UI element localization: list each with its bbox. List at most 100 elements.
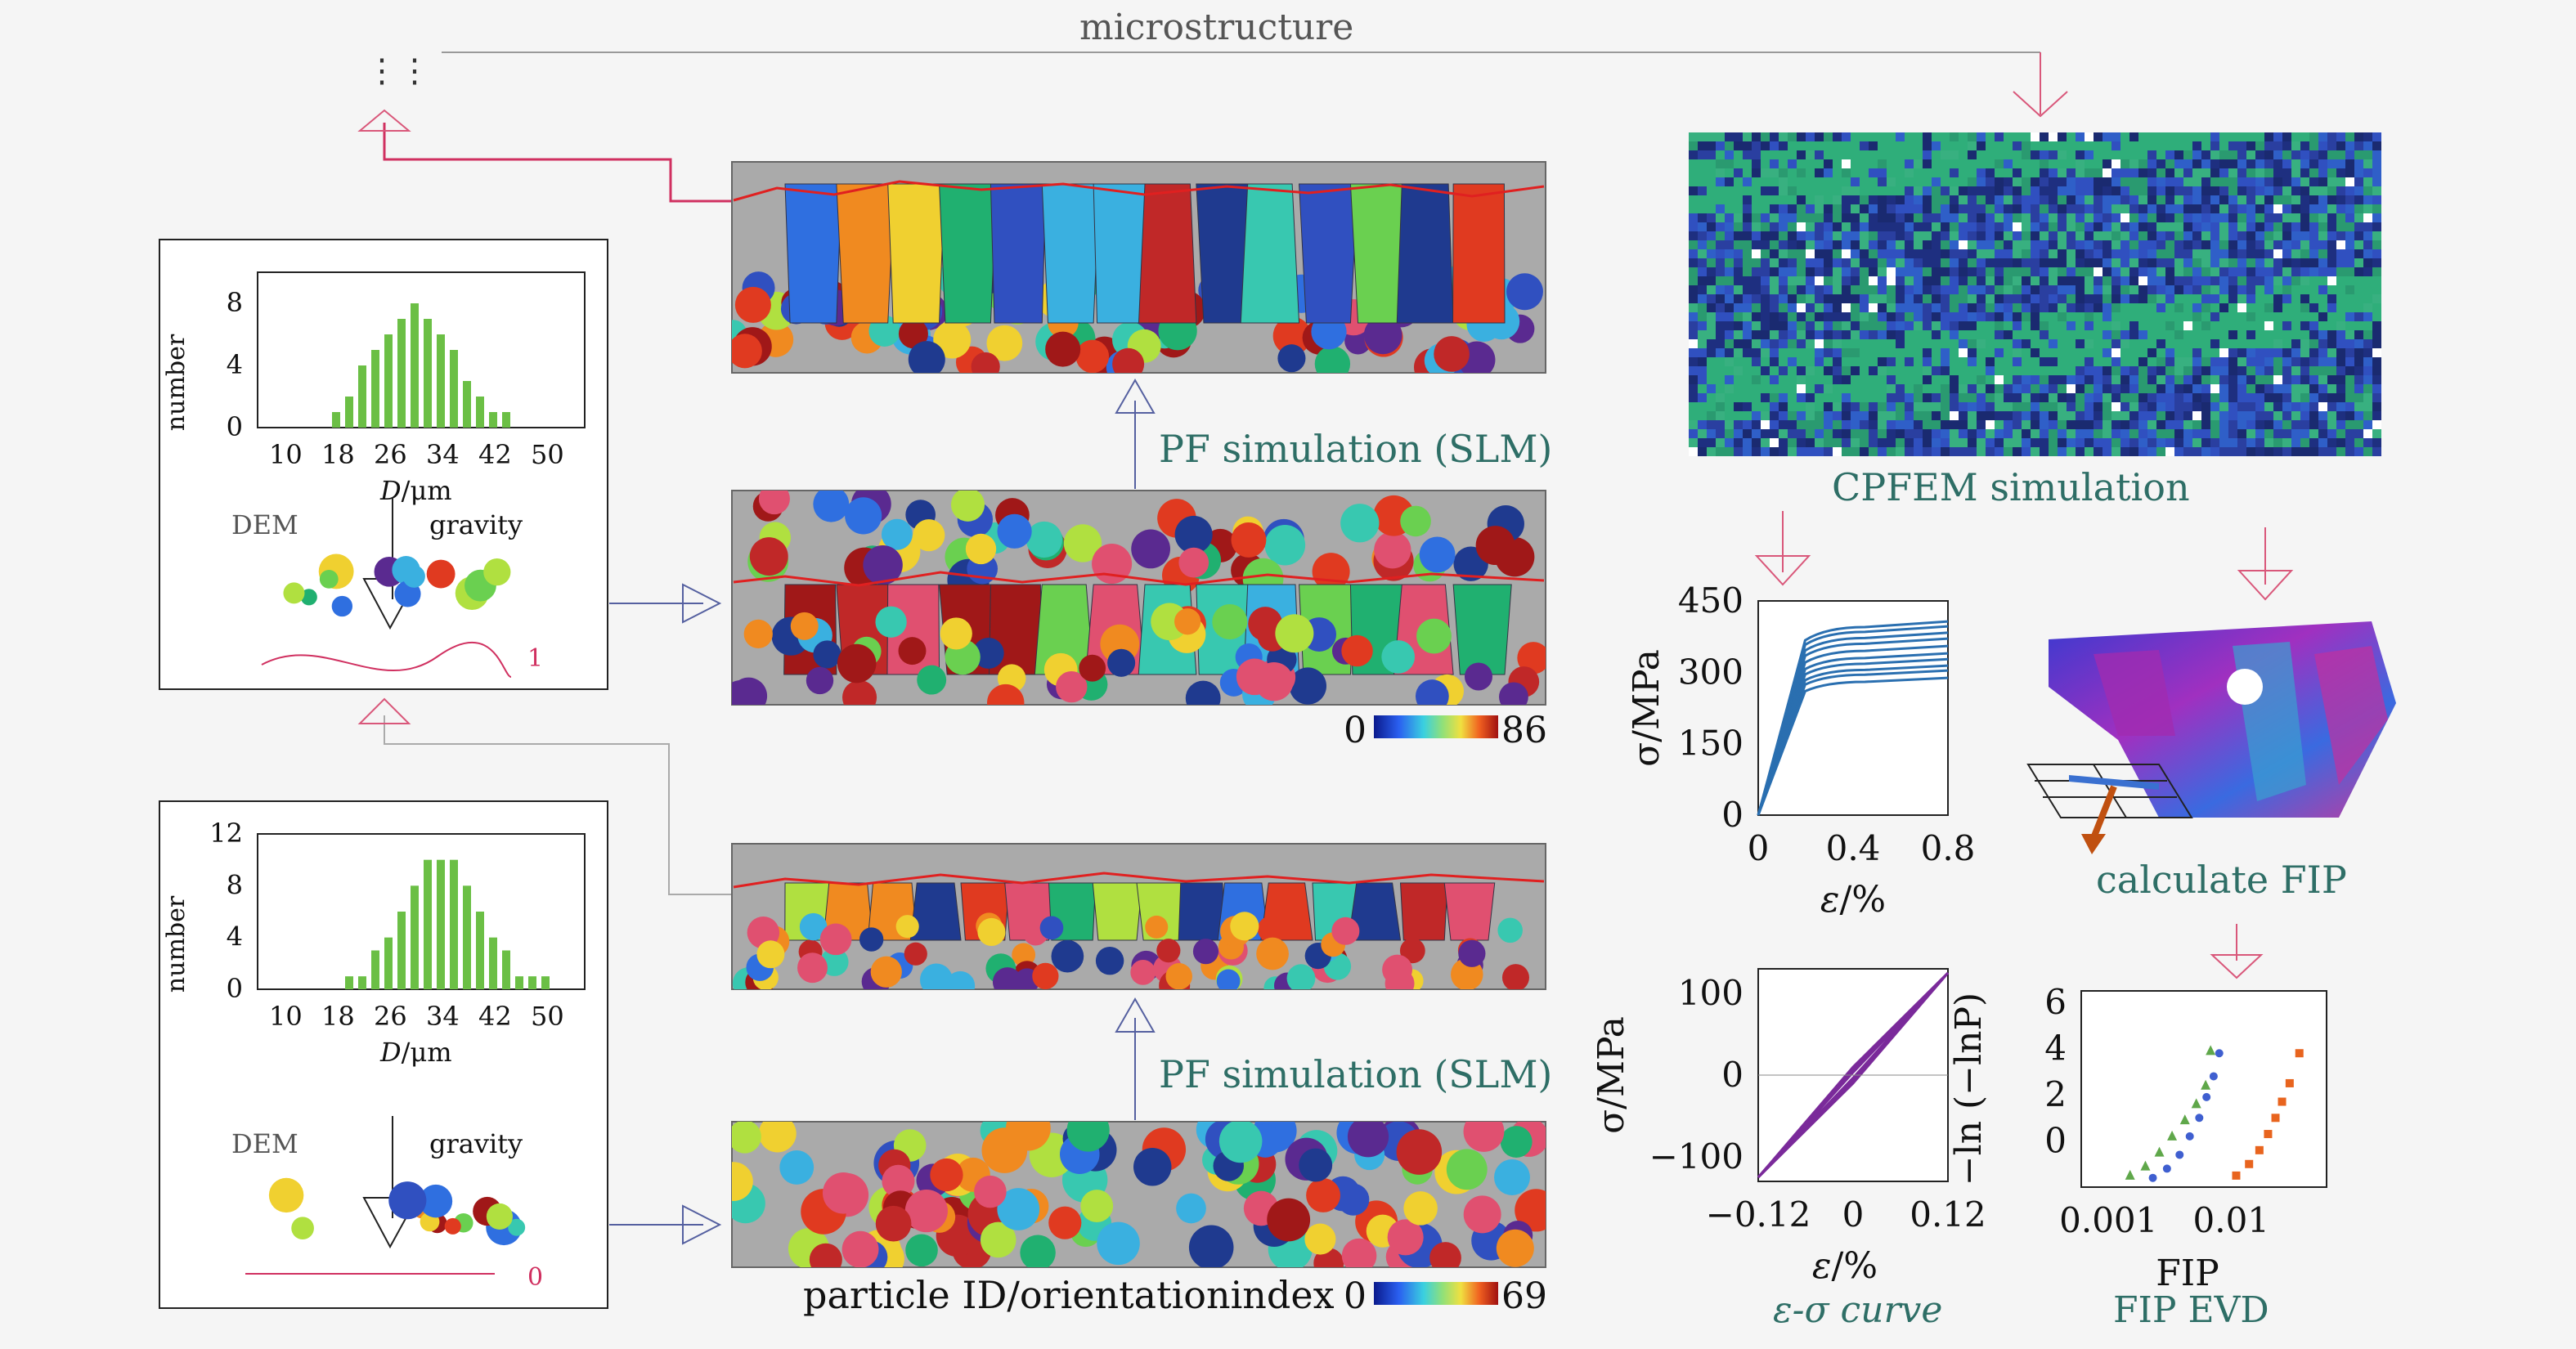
cpfem-cell — [2174, 276, 2183, 285]
cpfem-cell — [1986, 321, 1995, 330]
cpfem-cell — [1698, 249, 1707, 258]
cpfem-cell — [1689, 249, 1698, 258]
histogram-bar — [332, 412, 340, 428]
cpfem-cell — [2129, 132, 2138, 141]
cpfem-cell — [2336, 177, 2345, 186]
cpfem-cell — [2246, 393, 2255, 402]
cpfem-cell — [1797, 195, 1806, 204]
cpfem-cell — [2156, 285, 2165, 294]
cpfem-cell — [2345, 438, 2354, 447]
cpfem-cell — [1752, 357, 1761, 366]
powder-particle — [1515, 1189, 1546, 1232]
powder-particle — [1499, 682, 1528, 705]
cpfem-cell — [1815, 159, 1824, 168]
cpfem-cell — [1869, 159, 1878, 168]
cpfem-cell — [1815, 204, 1824, 213]
fip-map — [2026, 621, 2396, 854]
cpfem-cell — [1788, 366, 1797, 375]
cpfem-cell — [2156, 339, 2165, 348]
cpfem-cell — [1959, 438, 1968, 447]
cpfem-cell — [2138, 204, 2147, 213]
cpfem-cell — [2129, 285, 2138, 294]
ss-curve — [1757, 664, 1949, 816]
evd-x-label: FIP — [2156, 1253, 2219, 1294]
powder-particle — [1053, 614, 1081, 642]
cpfem-cell — [2156, 258, 2165, 267]
columnar-grain — [887, 183, 945, 324]
cpfem-cell — [1707, 420, 1716, 429]
cpfem-cell — [2049, 285, 2058, 294]
cpfem-cell — [1995, 339, 2004, 348]
powder-particle — [732, 1162, 753, 1201]
cpfem-cell — [2040, 294, 2049, 303]
cpfem-cell — [1743, 267, 1752, 276]
cpfem-cell — [1806, 375, 1815, 384]
histogram-bar — [502, 412, 510, 428]
cpfem-cell — [2138, 339, 2147, 348]
cpfem-cell — [1770, 195, 1779, 204]
cpfem-cell — [1977, 177, 1986, 186]
cpfem-cell — [1689, 429, 1698, 438]
powder-particle — [986, 325, 1023, 361]
cpfem-cell — [2120, 294, 2129, 303]
cpfem-cell — [1887, 249, 1896, 258]
cpfem-cell — [2165, 330, 2174, 339]
cpfem-cell — [2372, 393, 2381, 402]
histogram-x-tick: 10 — [269, 1001, 303, 1032]
cpfem-cell — [2040, 150, 2049, 159]
cpfem-cell — [1761, 285, 1770, 294]
cpfem-cell — [2210, 357, 2219, 366]
cpfem-cell — [1896, 159, 1905, 168]
cpfem-cell — [2103, 240, 2112, 249]
cpfem-cell — [2022, 438, 2031, 447]
histogram-bar — [476, 912, 484, 989]
cpfem-cell — [2291, 150, 2300, 159]
cpfem-cell — [2031, 204, 2040, 213]
cpfem-cell — [2022, 168, 2031, 177]
cpfem-cell — [2201, 240, 2210, 249]
cpfem-cell — [2282, 231, 2291, 240]
cpfem-cell — [2076, 339, 2085, 348]
cpfem-cell — [2156, 375, 2165, 384]
cpfem-cell — [2318, 132, 2327, 141]
cpfem-cell — [1905, 213, 1914, 222]
cpfem-cell — [2210, 420, 2219, 429]
cpfem-cell — [2372, 348, 2381, 357]
cpfem-cell — [2219, 267, 2228, 276]
cpfem-cell — [2264, 177, 2273, 186]
powder-particle — [1396, 1129, 1443, 1175]
cpfem-cell — [1914, 429, 1923, 438]
cpfem-cell — [1743, 312, 1752, 321]
cpfem-cell — [1941, 366, 1950, 375]
histogram-bar — [411, 303, 419, 428]
cpfem-cell — [2049, 168, 2058, 177]
cpfem-cell — [1824, 339, 1833, 348]
cpfem-cell — [2174, 159, 2183, 168]
powder-particle — [904, 942, 927, 966]
powder-particle — [992, 967, 1023, 989]
cpfem-cell — [1788, 294, 1797, 303]
cpfem-cell — [2129, 348, 2138, 357]
cpfem-cell — [1833, 240, 1842, 249]
cpfem-cell — [2085, 375, 2094, 384]
cpfem-cell — [2228, 312, 2237, 321]
cpfem-cell — [1770, 204, 1779, 213]
cpfem-cell — [2040, 303, 2049, 312]
cpfem-cell — [1914, 177, 1923, 186]
cpfem-cell — [1761, 330, 1770, 339]
cpfem-cell — [1698, 303, 1707, 312]
cpfem-cell — [1761, 186, 1770, 195]
cpfem-cell — [1995, 222, 2004, 231]
cpfem-cell — [1905, 402, 1914, 411]
cpfem-cell — [1842, 357, 1851, 366]
cpfem-cell — [1977, 195, 1986, 204]
cpfem-cell — [2183, 393, 2192, 402]
cpfem-cell — [1698, 177, 1707, 186]
cpfem-cell — [1689, 240, 1698, 249]
cpfem-cell — [2300, 429, 2309, 438]
cpfem-cell — [2165, 177, 2174, 186]
cpfem-cell — [2282, 159, 2291, 168]
cpfem-cell — [1977, 420, 1986, 429]
cpfem-cell — [2085, 321, 2094, 330]
cpfem-cell — [1725, 168, 1734, 177]
